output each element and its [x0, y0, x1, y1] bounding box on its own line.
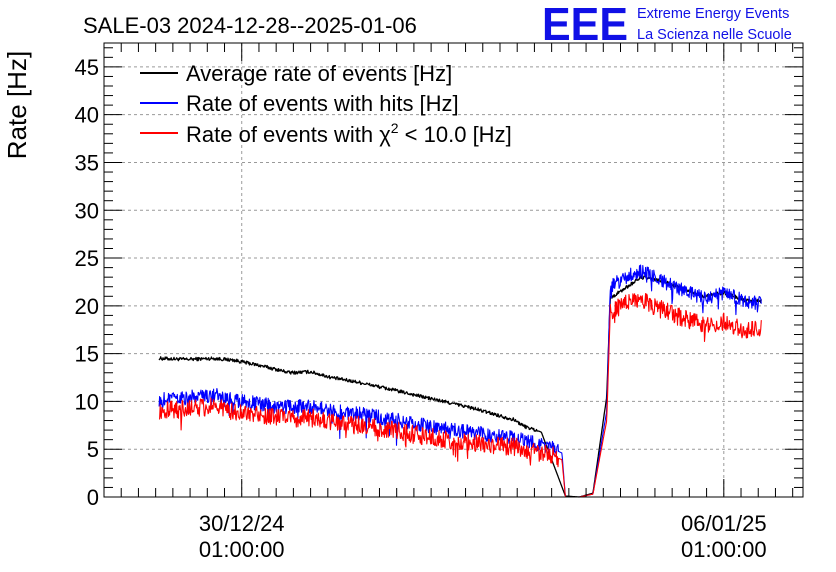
logo-line-1: Extreme Energy Events	[637, 6, 789, 22]
y-tick-label: 35	[75, 150, 99, 175]
x-tick-label-date: 06/01/25	[681, 511, 767, 536]
x-tick-label-time: 01:00:00	[681, 537, 767, 562]
y-tick-label: 20	[75, 294, 99, 319]
legend-label-chi2: Rate of events with χ2 < 10.0 [Hz]	[186, 120, 512, 147]
y-tick-label: 5	[87, 437, 99, 462]
y-axis: 0 5 10 15 20 25 30 35 40 45	[75, 47, 803, 510]
series-line-hits	[158, 264, 762, 498]
y-tick-label: 45	[75, 55, 99, 80]
plot-frame	[103, 42, 804, 498]
y-tick-label: 30	[75, 198, 99, 223]
y-axis-label: Rate [Hz]	[2, 51, 32, 159]
logo-mark: EEE	[542, 0, 628, 50]
y-tick-label: 0	[87, 485, 99, 510]
y-tick-label: 10	[75, 389, 99, 414]
chart-title: SALE-03 2024-12-28--2025-01-06	[83, 13, 417, 38]
grid	[104, 43, 803, 497]
series-line-chi2	[158, 293, 762, 498]
series-layer	[158, 264, 762, 498]
plot-border	[103, 42, 804, 498]
logo-line-2: La Scienza nelle Scuole	[637, 27, 792, 43]
y-tick-label: 40	[75, 103, 99, 128]
legend-label-average: Average rate of events [Hz]	[186, 61, 452, 86]
x-tick-label-date: 30/12/24	[199, 511, 285, 536]
y-tick-label: 15	[75, 342, 99, 367]
legend: Average rate of events [Hz] Rate of even…	[140, 61, 512, 147]
legend-label-hits: Rate of events with hits [Hz]	[186, 91, 459, 116]
series-line-average	[158, 275, 762, 498]
x-tick-label-time: 01:00:00	[199, 537, 285, 562]
eee-logo: EEE Extreme Energy Events La Scienza nel…	[542, 0, 792, 50]
y-tick-label: 25	[75, 246, 99, 271]
